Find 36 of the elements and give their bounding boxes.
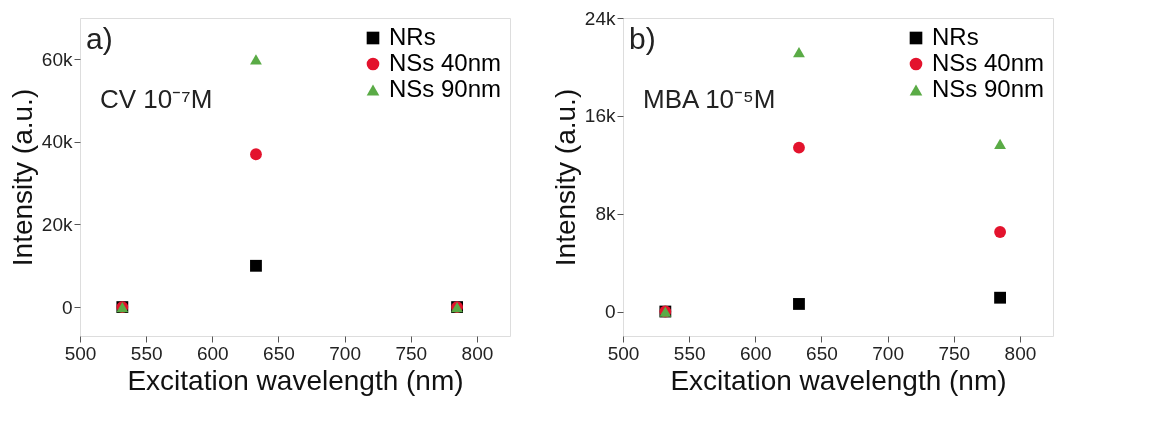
annotation: CV 10⁻⁷M <box>100 84 213 114</box>
x-tick-label: 550 <box>130 342 163 364</box>
x-axis-title: Excitation wavelength (nm) <box>127 364 464 396</box>
annotation: a) <box>86 22 113 55</box>
legend-label: NRs <box>389 23 436 50</box>
x-tick-label: 600 <box>196 342 229 364</box>
x-tick-label: 800 <box>461 342 494 364</box>
y-tick-label: 20k <box>41 213 73 235</box>
annotation: b) <box>629 22 656 55</box>
x-tick-label: 750 <box>395 342 428 364</box>
x-tick-label: 600 <box>739 342 772 364</box>
legend-label: NSs 90nm <box>389 75 502 102</box>
x-tick-label: 800 <box>1004 342 1037 364</box>
x-tick-label: 650 <box>806 342 838 364</box>
y-tick-label: 8k <box>595 203 616 225</box>
x-tick-label: 650 <box>263 342 295 364</box>
y-tick-label: 0 <box>604 301 616 323</box>
y-tick-label: 24k <box>584 7 616 29</box>
annotation: MBA 10⁻⁵M <box>643 84 776 114</box>
y-tick-label: 60k <box>41 48 73 70</box>
y-tick-label: 0 <box>61 296 73 318</box>
x-tick-label: 500 <box>64 342 97 364</box>
x-tick-label: 700 <box>872 342 904 364</box>
y-tick-label: 16k <box>584 105 616 127</box>
legend-label: NSs 40nm <box>389 49 502 76</box>
legend-label: NRs <box>932 23 979 50</box>
y-axis-title: Intensity (a.u.) <box>549 88 581 267</box>
x-tick-label: 700 <box>329 342 361 364</box>
x-tick-label: 550 <box>673 342 706 364</box>
y-axis-title: Intensity (a.u.) <box>6 88 38 267</box>
y-tick-label: 40k <box>41 131 73 153</box>
legend-label: NSs 90nm <box>932 75 1045 102</box>
legend-label: NSs 40nm <box>932 49 1045 76</box>
x-tick-label: 500 <box>607 342 640 364</box>
x-tick-label: 750 <box>938 342 971 364</box>
x-axis-title: Excitation wavelength (nm) <box>670 364 1007 396</box>
